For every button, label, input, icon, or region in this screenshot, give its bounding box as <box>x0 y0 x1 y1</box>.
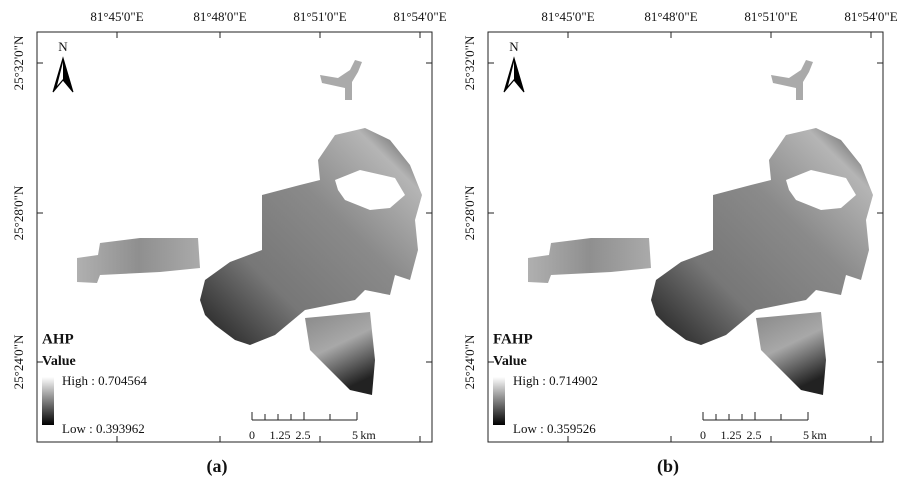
scale-label: km <box>811 428 827 442</box>
y-coordinate-label: 25°32'0"N <box>11 35 26 90</box>
scale-label: 0 <box>700 428 706 442</box>
panel-caption: (a) <box>207 456 228 477</box>
x-coordinate-label: 81°54'0"E <box>393 9 446 24</box>
scale-label: 0 <box>249 428 255 442</box>
north-label: N <box>58 39 68 54</box>
panel-caption: (b) <box>657 456 679 477</box>
x-coordinate-label: 81°48'0"E <box>193 9 246 24</box>
scale-label: 5 <box>352 428 358 442</box>
method-label: FAHP <box>493 331 533 347</box>
scale-label: 1.25 <box>270 428 291 442</box>
scale-label: km <box>360 428 376 442</box>
scale-label: 5 <box>803 428 809 442</box>
y-coordinate-label: 25°28'0"N <box>462 185 477 240</box>
x-coordinate-label: 81°51'0"E <box>293 9 346 24</box>
x-coordinate-label: 81°48'0"E <box>644 9 697 24</box>
scale-label: 1.25 <box>721 428 742 442</box>
legend-high: High : 0.704564 <box>62 373 147 388</box>
legend-high: High : 0.714902 <box>513 373 598 388</box>
scale-label: 2.5 <box>296 428 311 442</box>
y-coordinate-label: 25°28'0"N <box>11 185 26 240</box>
legend-low: Low : 0.393962 <box>62 421 145 436</box>
y-coordinate-label: 25°24'0"N <box>11 334 26 389</box>
x-coordinate-label: 81°45'0"E <box>90 9 143 24</box>
scale-label: 2.5 <box>747 428 762 442</box>
legend-low: Low : 0.359526 <box>513 421 596 436</box>
method-label: AHP <box>42 331 74 347</box>
x-coordinate-label: 81°54'0"E <box>844 9 897 24</box>
x-coordinate-label: 81°45'0"E <box>541 9 594 24</box>
y-coordinate-label: 25°24'0"N <box>462 334 477 389</box>
legend-title: Value <box>493 354 527 369</box>
x-coordinate-label: 81°51'0"E <box>744 9 797 24</box>
legend-title: Value <box>42 354 76 369</box>
north-label: N <box>509 39 519 54</box>
y-coordinate-label: 25°32'0"N <box>462 35 477 90</box>
